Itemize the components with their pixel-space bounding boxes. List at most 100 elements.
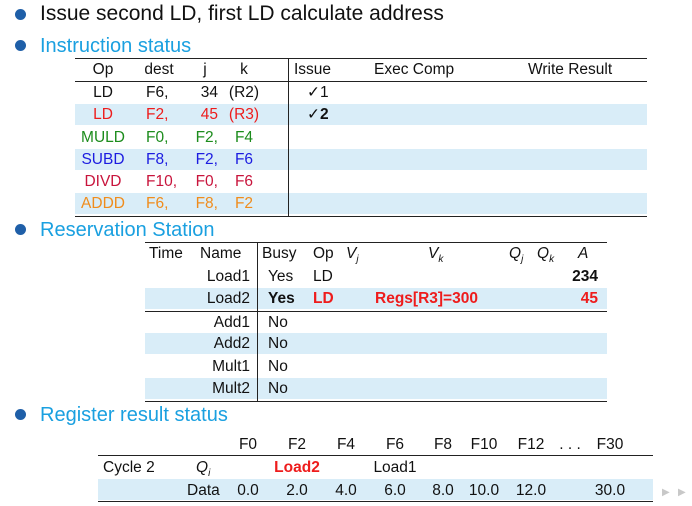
rs-group-rule bbox=[145, 311, 607, 312]
instr-k: F2 bbox=[234, 195, 254, 212]
rs-busy: Yes bbox=[268, 268, 294, 285]
reg-name: . . . bbox=[559, 436, 581, 453]
instr-bottom-rule bbox=[75, 216, 647, 217]
instr-op: MULD bbox=[81, 129, 125, 146]
rs-name: Mult1 bbox=[212, 358, 250, 375]
instr-j: F8, bbox=[195, 195, 218, 212]
instr-j: F2, bbox=[195, 151, 218, 168]
reg-name: F8 bbox=[433, 436, 453, 453]
instr-op: ADDD bbox=[81, 195, 125, 212]
instr-dest: F6, bbox=[146, 195, 169, 212]
rs-op: LD bbox=[313, 268, 333, 285]
reg-qi-label: Qi bbox=[196, 457, 210, 484]
rs-op: LD bbox=[313, 290, 334, 307]
instr-k: F4 bbox=[234, 129, 254, 146]
reg-name: F0 bbox=[238, 436, 258, 453]
reg-qi-sub: i bbox=[208, 468, 211, 480]
instr-header-write: Write Result bbox=[528, 61, 613, 78]
instr-dest: F10, bbox=[146, 173, 178, 190]
rs-header-qj-sub: j bbox=[521, 254, 524, 266]
instr-dest: F6, bbox=[146, 84, 169, 101]
instr-j: 34 bbox=[200, 84, 218, 101]
reg-name: F10 bbox=[470, 436, 498, 453]
reg-qi: Load1 bbox=[373, 459, 417, 476]
reg-name: F6 bbox=[385, 436, 405, 453]
section-title-reservation-station: Reservation Station bbox=[40, 219, 215, 241]
section-bullet-reservation bbox=[15, 224, 26, 235]
reg-name: F30 bbox=[596, 436, 624, 453]
rs-header-vk-main: V bbox=[428, 245, 439, 262]
reg-data: 8.0 bbox=[432, 482, 454, 499]
reg-qi: Load2 bbox=[274, 459, 320, 476]
instr-j: 45 bbox=[200, 106, 218, 123]
section-bullet-instruction bbox=[15, 40, 26, 51]
section-title-register-result-status: Register result status bbox=[40, 404, 228, 426]
rs-header-vj: Vj bbox=[346, 243, 359, 270]
reg-data: 30.0 bbox=[594, 482, 626, 499]
rs-header-qk: Qk bbox=[537, 243, 554, 270]
rs-busy: No bbox=[268, 335, 288, 352]
rs-header-op: Op bbox=[313, 245, 334, 262]
instr-header-k: k bbox=[240, 61, 248, 78]
reg-bottom-rule bbox=[98, 501, 653, 502]
rs-header-qj-main: Q bbox=[509, 245, 522, 262]
rs-header-qk-main: Q bbox=[537, 245, 550, 262]
reg-data: 6.0 bbox=[384, 482, 406, 499]
reg-data: 12.0 bbox=[515, 482, 547, 499]
instr-header-exec: Exec Comp bbox=[374, 61, 455, 78]
instr-op: DIVD bbox=[84, 173, 122, 190]
title-bullet bbox=[15, 9, 26, 20]
reg-cycle-label: Cycle 2 bbox=[103, 459, 155, 476]
nav-arrow-icon[interactable]: ▶ bbox=[678, 487, 686, 498]
instr-band bbox=[75, 104, 647, 125]
instr-header-issue: Issue bbox=[294, 61, 332, 78]
reg-top-rule bbox=[98, 455, 653, 456]
reg-qi-main: Q bbox=[196, 459, 209, 476]
rs-band bbox=[145, 333, 607, 354]
instr-header-dest: dest bbox=[144, 61, 174, 78]
reg-name: F2 bbox=[287, 436, 307, 453]
reg-data: 10.0 bbox=[468, 482, 500, 499]
instr-op: SUBD bbox=[81, 151, 125, 168]
reg-band bbox=[98, 479, 653, 500]
rs-header-vj-sub: j bbox=[356, 254, 359, 266]
instr-j: F2, bbox=[195, 129, 218, 146]
rs-header-qj: Qj bbox=[509, 243, 523, 270]
section-bullet-register bbox=[15, 409, 26, 420]
instr-header-op: Op bbox=[92, 61, 114, 78]
instr-divider bbox=[288, 58, 289, 216]
instr-dest: F0, bbox=[146, 129, 169, 146]
instr-top-rule bbox=[75, 58, 647, 59]
rs-header-qk-sub: k bbox=[549, 254, 555, 266]
rs-vk: Regs[R3]=300 bbox=[375, 290, 478, 307]
rs-busy: No bbox=[268, 358, 288, 375]
rs-header-busy: Busy bbox=[262, 245, 297, 262]
rs-name: Add1 bbox=[213, 314, 250, 331]
rs-name: Load2 bbox=[206, 290, 250, 307]
rs-busy: Yes bbox=[268, 290, 295, 307]
instr-k: F6 bbox=[234, 173, 254, 190]
rs-band bbox=[145, 288, 607, 309]
reg-name: F12 bbox=[517, 436, 545, 453]
rs-header-time: Time bbox=[149, 245, 183, 262]
rs-header-vj-main: V bbox=[346, 245, 357, 262]
rs-a: 45 bbox=[580, 290, 598, 307]
rs-name: Add2 bbox=[213, 335, 250, 352]
reg-data: 0.0 bbox=[237, 482, 259, 499]
rs-name: Load1 bbox=[206, 268, 250, 285]
rs-band bbox=[145, 378, 607, 399]
instr-j: F0, bbox=[195, 173, 218, 190]
instr-header-rule bbox=[75, 81, 647, 82]
reg-data: 2.0 bbox=[286, 482, 308, 499]
rs-divider bbox=[257, 242, 258, 401]
instr-op: LD bbox=[93, 106, 113, 123]
rs-name: Mult2 bbox=[212, 380, 250, 397]
nav-arrow-icon[interactable]: ▶ bbox=[662, 487, 670, 498]
instr-dest: F2, bbox=[146, 106, 169, 123]
rs-a: 234 bbox=[572, 268, 598, 285]
rs-header-a: A bbox=[578, 245, 589, 262]
slide-title: Issue second LD, first LD calculate addr… bbox=[40, 2, 444, 25]
rs-header-vk: Vk bbox=[428, 243, 443, 270]
rs-busy: No bbox=[268, 380, 288, 397]
rs-busy: No bbox=[268, 314, 288, 331]
